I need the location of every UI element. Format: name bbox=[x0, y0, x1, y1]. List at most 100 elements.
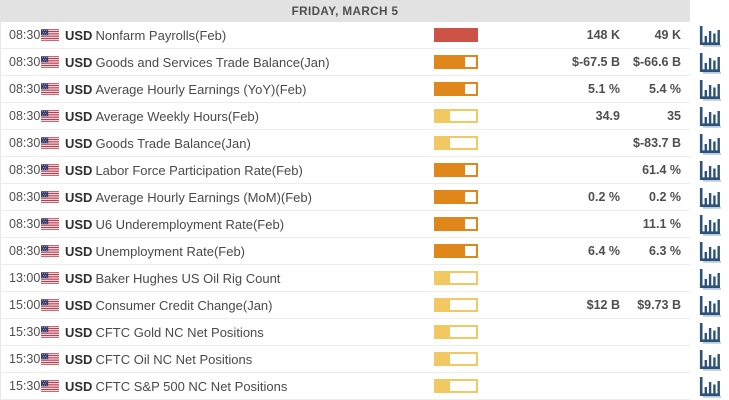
event-row[interactable]: 08:30 USD U6 Underemployment Rate(Feb) bbox=[0, 211, 729, 238]
open-chart-button[interactable] bbox=[690, 22, 729, 49]
event-row[interactable]: 08:30 USD Average Hourly Earnings (MoM)(F… bbox=[0, 184, 729, 211]
open-chart-button[interactable] bbox=[690, 103, 729, 130]
event-title-text: Baker Hughes US Oil Rig Count bbox=[95, 270, 281, 286]
event-row[interactable]: 08:30 USD Goods and Services Trade Balanc… bbox=[0, 49, 729, 76]
event-currency: USD bbox=[65, 378, 93, 394]
volatility-empty bbox=[448, 352, 478, 366]
event-time: 08:30 bbox=[9, 28, 41, 42]
event-row-main[interactable]: 08:30 USD Average Hourly Earnings (YoY)(F… bbox=[0, 76, 690, 103]
us-flag-icon bbox=[41, 56, 59, 68]
bar-chart-icon bbox=[699, 349, 721, 371]
open-chart-button[interactable] bbox=[690, 184, 729, 211]
event-time: 15:30 bbox=[9, 325, 41, 339]
event-row-main[interactable]: 08:30 USD Average Weekly Hours(Feb) bbox=[0, 103, 690, 130]
open-chart-button[interactable] bbox=[690, 265, 729, 292]
event-row-main[interactable]: 15:00 USD Consumer Credit Change(Jan) bbox=[0, 292, 690, 319]
open-chart-button[interactable] bbox=[690, 49, 729, 76]
event-row-main[interactable]: 08:30 USD Goods Trade Balance(Jan) bbox=[0, 130, 690, 157]
previous-value: $-66.6 B bbox=[633, 55, 681, 69]
open-chart-button[interactable] bbox=[690, 211, 729, 238]
volatility-empty bbox=[463, 82, 478, 96]
open-chart-button[interactable] bbox=[690, 76, 729, 103]
event-title: USD Goods Trade Balance(Jan) bbox=[65, 136, 434, 151]
event-row[interactable]: 13:00 USD Baker Hughes US Oil Rig Count bbox=[0, 265, 729, 292]
open-chart-button[interactable] bbox=[690, 157, 729, 184]
volatility-indicator bbox=[434, 244, 478, 258]
actual-value: 148 K bbox=[586, 28, 620, 42]
volatility-indicator bbox=[434, 163, 478, 177]
previous-value: 0.2 % bbox=[649, 190, 681, 204]
event-title-text: Unemployment Rate(Feb) bbox=[95, 243, 246, 259]
event-row-main[interactable]: 08:30 USD U6 Underemployment Rate(Feb) bbox=[0, 211, 690, 238]
us-flag-icon bbox=[41, 164, 59, 176]
event-row[interactable]: 08:30 USD Average Hourly Earnings (YoY)(F… bbox=[0, 76, 729, 103]
event-title: USD Baker Hughes US Oil Rig Count bbox=[65, 271, 434, 286]
open-chart-button[interactable] bbox=[690, 373, 729, 400]
volatility-fill bbox=[434, 190, 463, 204]
event-row[interactable]: 08:30 USD Goods Trade Balance(Jan) bbox=[0, 130, 729, 157]
event-row-main[interactable]: 08:30 USD Nonfarm Payrolls(Feb) bbox=[0, 22, 690, 49]
volatility-fill bbox=[434, 82, 463, 96]
open-chart-button[interactable] bbox=[690, 238, 729, 265]
actual-value: 5.1 % bbox=[588, 82, 620, 96]
us-flag-icon bbox=[41, 326, 59, 338]
actual-value: $12 B bbox=[586, 298, 620, 312]
event-title-text: CFTC Oil NC Net Positions bbox=[95, 351, 253, 367]
event-title-text: Nonfarm Payrolls(Feb) bbox=[95, 27, 227, 43]
event-row[interactable]: 15:30 USD CFTC Gold NC Net Positions bbox=[0, 319, 729, 346]
bar-chart-icon bbox=[699, 25, 721, 47]
open-chart-button[interactable] bbox=[690, 346, 729, 373]
previous-value: $-83.7 B bbox=[633, 136, 681, 150]
event-row-main[interactable]: 08:30 USD Goods and Services Trade Balanc… bbox=[0, 49, 690, 76]
event-title: USD Nonfarm Payrolls(Feb) bbox=[65, 28, 434, 43]
event-title-text: Average Weekly Hours(Feb) bbox=[95, 108, 259, 124]
volatility-fill bbox=[434, 244, 463, 258]
actual-value: 6.4 % bbox=[588, 244, 620, 258]
event-time: 15:30 bbox=[9, 379, 41, 393]
event-row-main[interactable]: 08:30 USD Average Hourly Earnings (MoM)(F… bbox=[0, 184, 690, 211]
event-time: 08:30 bbox=[9, 109, 41, 123]
us-flag-icon bbox=[41, 191, 59, 203]
open-chart-button[interactable] bbox=[690, 319, 729, 346]
event-row-main[interactable]: 15:30 USD CFTC Oil NC Net Positions bbox=[0, 346, 690, 373]
event-title: USD CFTC S&P 500 NC Net Positions bbox=[65, 379, 434, 394]
volatility-fill bbox=[434, 55, 463, 69]
event-time: 15:30 bbox=[9, 352, 41, 366]
event-row-main[interactable]: 15:30 USD CFTC S&P 500 NC Net Positions bbox=[0, 373, 690, 400]
volatility-indicator bbox=[434, 271, 478, 285]
bar-chart-icon bbox=[699, 376, 721, 398]
event-row[interactable]: 08:30 USD Average Weekly Hours(Feb) bbox=[0, 103, 729, 130]
event-row-main[interactable]: 15:30 USD CFTC Gold NC Net Positions bbox=[0, 319, 690, 346]
event-row[interactable]: 15:30 USD CFTC S&P 500 NC Net Positions bbox=[0, 373, 729, 400]
event-currency: USD bbox=[65, 189, 93, 205]
us-flag-icon bbox=[41, 353, 59, 365]
event-row-main[interactable]: 08:30 USD Unemployment Rate(Feb) bbox=[0, 238, 690, 265]
volatility-indicator bbox=[434, 298, 478, 312]
event-row[interactable]: 08:30 USD Unemployment Rate(Feb) bbox=[0, 238, 729, 265]
volatility-fill bbox=[434, 136, 448, 150]
bar-chart-icon bbox=[699, 160, 721, 182]
volatility-empty bbox=[463, 217, 478, 231]
event-row-main[interactable]: 13:00 USD Baker Hughes US Oil Rig Count bbox=[0, 265, 690, 292]
open-chart-button[interactable] bbox=[690, 292, 729, 319]
us-flag-icon bbox=[41, 218, 59, 230]
volatility-indicator bbox=[434, 28, 478, 42]
event-row[interactable]: 08:30 USD Labor Force Participation Rate(… bbox=[0, 157, 729, 184]
event-currency: USD bbox=[65, 108, 93, 124]
us-flag-icon bbox=[41, 299, 59, 311]
open-chart-button[interactable] bbox=[690, 130, 729, 157]
event-time: 08:30 bbox=[9, 163, 41, 177]
volatility-indicator bbox=[434, 217, 478, 231]
actual-value: 0.2 % bbox=[588, 190, 620, 204]
event-title-text: Goods and Services Trade Balance(Jan) bbox=[95, 54, 330, 70]
event-title: USD Average Hourly Earnings (YoY)(Feb) bbox=[65, 82, 434, 97]
event-row[interactable]: 15:30 USD CFTC Oil NC Net Positions bbox=[0, 346, 729, 373]
event-row[interactable]: 08:30 USD Nonfarm Payrolls(Feb) bbox=[0, 22, 729, 49]
event-title: USD Labor Force Participation Rate(Feb) bbox=[65, 163, 434, 178]
event-row-main[interactable]: 08:30 USD Labor Force Participation Rate(… bbox=[0, 157, 690, 184]
bar-chart-icon bbox=[699, 133, 721, 155]
volatility-empty bbox=[463, 190, 478, 204]
event-title: USD Average Weekly Hours(Feb) bbox=[65, 109, 434, 124]
event-row[interactable]: 15:00 USD Consumer Credit Change(Jan) bbox=[0, 292, 729, 319]
